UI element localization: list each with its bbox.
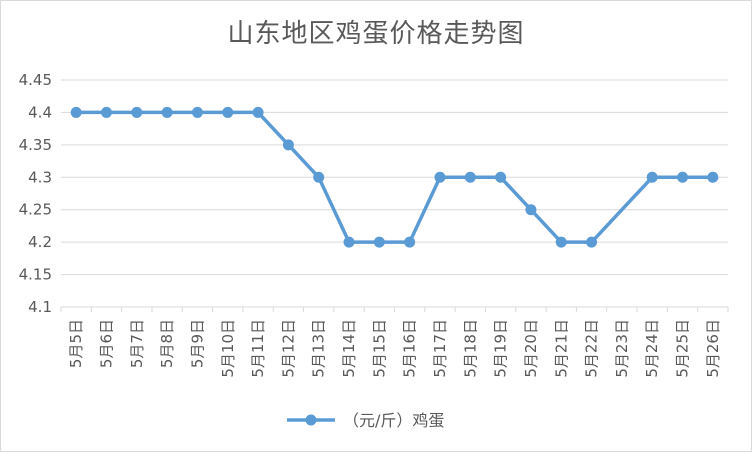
y-tick-label: 4.1 — [28, 298, 52, 316]
data-point — [313, 171, 325, 183]
data-point — [70, 106, 82, 118]
series-layer — [70, 106, 719, 248]
x-tick-label: 5月7日 — [128, 319, 146, 368]
x-tick-label: 5月11日 — [249, 319, 267, 378]
y-tick-label: 4.2 — [28, 233, 52, 251]
data-point — [282, 139, 294, 151]
legend-label: （元/斤）鸡蛋 — [343, 411, 444, 430]
x-tick-label: 5月14日 — [340, 319, 358, 378]
data-point — [707, 171, 719, 183]
legend: （元/斤）鸡蛋 — [287, 411, 444, 430]
y-tick-label: 4.25 — [19, 201, 52, 219]
chart-title: 山东地区鸡蛋价格走势图 — [227, 19, 525, 49]
x-tick-label: 5月21日 — [552, 319, 570, 378]
data-point — [191, 106, 203, 118]
x-tick-label: 5月8日 — [158, 319, 176, 368]
x-tick-label: 5月17日 — [431, 319, 449, 378]
data-point — [555, 236, 567, 248]
data-point — [495, 171, 507, 183]
y-tick-label: 4.4 — [28, 103, 52, 121]
x-tick-label: 5月12日 — [279, 319, 297, 378]
x-tick-label: 5月13日 — [310, 319, 328, 378]
data-point — [252, 106, 264, 118]
x-tick-label: 5月18日 — [461, 319, 479, 378]
data-point — [404, 236, 416, 248]
data-point — [677, 171, 689, 183]
data-point — [343, 236, 355, 248]
y-tick-label: 4.3 — [28, 168, 52, 186]
x-tick-label: 5月5日 — [67, 319, 85, 368]
y-axis-ticks: 4.1 4.15 4.2 4.25 4.3 4.35 4.4 4.45 — [19, 71, 52, 316]
x-tick-label: 5月15日 — [370, 319, 388, 378]
x-tick-label: 5月23日 — [613, 319, 631, 378]
y-tick-label: 4.35 — [19, 136, 52, 154]
x-tick-label: 5月9日 — [188, 319, 206, 368]
data-point — [100, 106, 112, 118]
x-tick-label: 5月6日 — [97, 319, 115, 368]
x-tick-label: 5月26日 — [704, 319, 722, 378]
x-axis-ticks: 5月5日 5月6日 5月7日 5月8日 5月9日 5月10日 5月11日 5月12日 5月13日… — [60, 307, 729, 378]
x-tick-label: 5月16日 — [401, 319, 419, 378]
y-tick-label: 4.45 — [19, 71, 52, 89]
x-tick-label: 5月22日 — [583, 319, 601, 378]
data-point — [525, 204, 537, 216]
x-tick-label: 5月20日 — [522, 319, 540, 378]
x-tick-label: 5月10日 — [219, 319, 237, 378]
data-point — [586, 236, 598, 248]
x-tick-label: 5月19日 — [492, 319, 510, 378]
data-point — [434, 171, 446, 183]
data-point — [131, 106, 143, 118]
x-tick-label: 5月25日 — [674, 319, 692, 378]
y-tick-label: 4.15 — [19, 266, 52, 284]
data-point — [646, 171, 658, 183]
data-point — [373, 236, 385, 248]
data-point — [464, 171, 476, 183]
legend-marker — [305, 414, 317, 426]
x-tick-label: 5月24日 — [643, 319, 661, 378]
data-point — [222, 106, 234, 118]
data-point — [161, 106, 173, 118]
